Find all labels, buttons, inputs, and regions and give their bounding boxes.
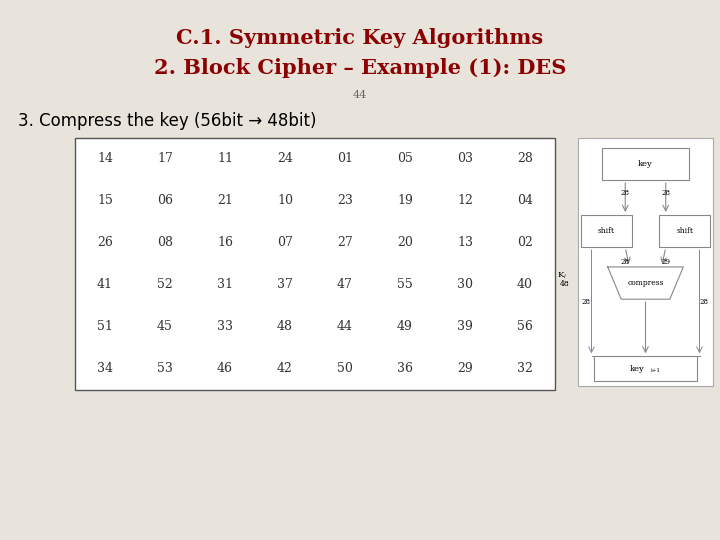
- Text: 23: 23: [337, 194, 353, 207]
- Text: 40: 40: [517, 279, 533, 292]
- Text: 33: 33: [217, 321, 233, 334]
- Text: 56: 56: [517, 321, 533, 334]
- Text: 26: 26: [97, 237, 113, 249]
- Text: compress: compress: [627, 279, 664, 287]
- Text: key: key: [630, 364, 644, 373]
- Bar: [594, 356, 697, 381]
- Text: shift: shift: [598, 227, 615, 235]
- Text: 36: 36: [397, 362, 413, 375]
- Text: 41: 41: [97, 279, 113, 292]
- Text: 42: 42: [277, 362, 293, 375]
- Text: 3. Compress the key (56bit → 48bit): 3. Compress the key (56bit → 48bit): [18, 112, 317, 130]
- Text: 28: 28: [700, 298, 709, 306]
- Text: 49: 49: [397, 321, 413, 334]
- Text: 02: 02: [517, 237, 533, 249]
- Text: 32: 32: [517, 362, 533, 375]
- Text: shift: shift: [676, 227, 693, 235]
- Text: 31: 31: [217, 279, 233, 292]
- Text: 44: 44: [353, 90, 367, 100]
- Bar: [581, 215, 632, 247]
- Text: 01: 01: [337, 152, 353, 165]
- Text: 28: 28: [621, 188, 630, 197]
- Text: 29: 29: [661, 258, 670, 266]
- Text: 05: 05: [397, 152, 413, 165]
- Text: 28: 28: [517, 152, 533, 165]
- Text: 30: 30: [457, 279, 473, 292]
- Text: 39: 39: [457, 321, 473, 334]
- Text: 47: 47: [337, 279, 353, 292]
- Text: 2. Block Cipher – Example (1): DES: 2. Block Cipher – Example (1): DES: [154, 58, 566, 78]
- Text: 28: 28: [582, 298, 591, 306]
- Text: 28: 28: [661, 188, 670, 197]
- Bar: [659, 215, 711, 247]
- Text: 46: 46: [217, 362, 233, 375]
- Text: 55: 55: [397, 279, 413, 292]
- Text: 16: 16: [217, 237, 233, 249]
- Text: 06: 06: [157, 194, 173, 207]
- Text: 34: 34: [97, 362, 113, 375]
- Text: 50: 50: [337, 362, 353, 375]
- Text: 12: 12: [457, 194, 473, 207]
- Text: 08: 08: [157, 237, 173, 249]
- Text: 48: 48: [560, 280, 570, 288]
- Text: 20: 20: [397, 237, 413, 249]
- Text: 48: 48: [277, 321, 293, 334]
- Polygon shape: [608, 267, 683, 299]
- Text: key: key: [638, 160, 653, 168]
- Text: i+1: i+1: [651, 368, 661, 373]
- Text: 29: 29: [457, 362, 473, 375]
- Text: 52: 52: [157, 279, 173, 292]
- Text: 44: 44: [337, 321, 353, 334]
- Text: 19: 19: [397, 194, 413, 207]
- Text: 10: 10: [277, 194, 293, 207]
- Text: 51: 51: [97, 321, 113, 334]
- Bar: [578, 138, 713, 386]
- Text: 27: 27: [337, 237, 353, 249]
- Text: 17: 17: [157, 152, 173, 165]
- Text: 11: 11: [217, 152, 233, 165]
- Text: 13: 13: [457, 237, 473, 249]
- Text: 45: 45: [157, 321, 173, 334]
- Bar: [603, 148, 689, 180]
- Text: C.1. Symmetric Key Algorithms: C.1. Symmetric Key Algorithms: [176, 28, 544, 48]
- Text: 03: 03: [457, 152, 473, 165]
- Text: 14: 14: [97, 152, 113, 165]
- Text: 15: 15: [97, 194, 113, 207]
- Text: 04: 04: [517, 194, 533, 207]
- Bar: [75, 138, 555, 390]
- Text: 37: 37: [277, 279, 293, 292]
- Text: 53: 53: [157, 362, 173, 375]
- Text: K$_i$: K$_i$: [557, 271, 567, 281]
- Text: 24: 24: [277, 152, 293, 165]
- Text: 07: 07: [277, 237, 293, 249]
- Text: 28: 28: [621, 258, 630, 266]
- Text: 21: 21: [217, 194, 233, 207]
